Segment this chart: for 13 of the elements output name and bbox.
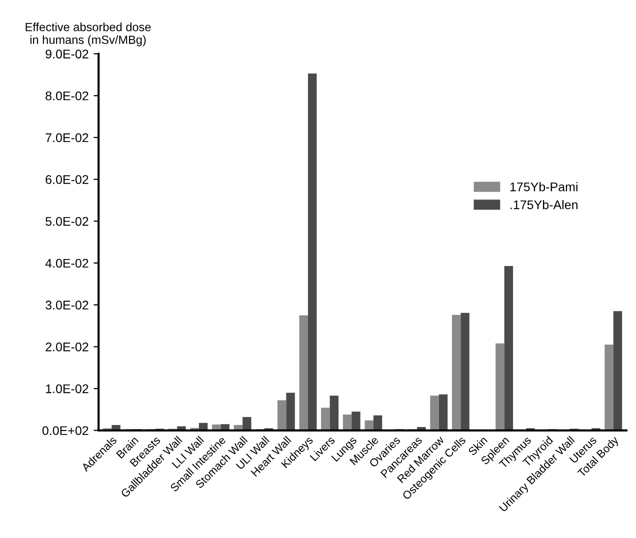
y-tick-label: 8.0E-02 bbox=[46, 91, 88, 100]
y-tick-label: 7.0E-02 bbox=[46, 133, 88, 142]
legend-label: 175Yb-Pami bbox=[510, 182, 578, 192]
y-tick-label: 5.0E-02 bbox=[46, 216, 88, 226]
y-axis-title: Effective absorbed dose in humans (mSv/MBg) bbox=[26, 22, 151, 46]
y-tick-label: 2.0E-02 bbox=[46, 342, 88, 352]
y-tick-label: 9.0E-02 bbox=[46, 50, 88, 58]
y-tick-label: 6.0E-02 bbox=[46, 175, 88, 184]
y-tick-label: 3.0E-02 bbox=[46, 300, 88, 310]
legend-label: .175Yb-Alen bbox=[510, 200, 578, 210]
y-tick-label: 1.0E-02 bbox=[46, 384, 88, 394]
y-tick-label: 0.0E+02 bbox=[42, 426, 88, 436]
y-tick-label: 4.0E-02 bbox=[45, 258, 88, 268]
